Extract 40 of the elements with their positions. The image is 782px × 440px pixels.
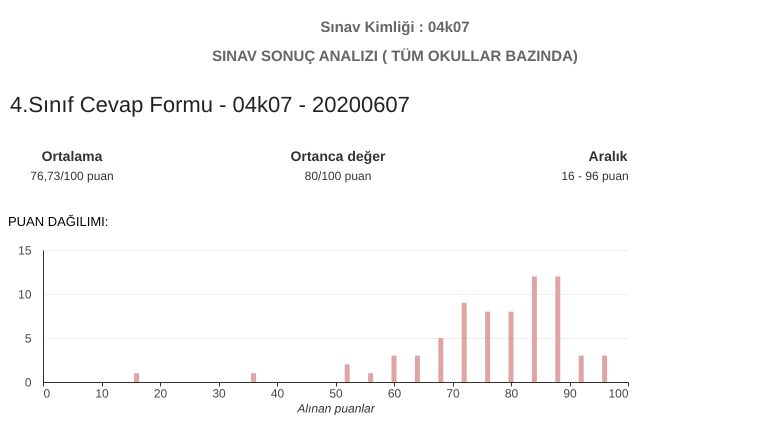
- text: Ortanca değer: [290, 148, 386, 164]
- y-tick-label: 15: [18, 244, 32, 258]
- x-tick-label: 80: [504, 386, 518, 400]
- bar: [368, 373, 374, 382]
- text: 76,73/100 puan: [30, 169, 114, 183]
- bar: [344, 364, 350, 382]
- bar: [508, 312, 514, 382]
- x-tick-label: 40: [270, 386, 284, 400]
- bar: [251, 373, 256, 382]
- bar: [438, 338, 444, 382]
- x-tick-label: 0: [44, 386, 50, 400]
- x-tick-label: 100: [608, 386, 629, 400]
- text: Aralık: [588, 148, 628, 164]
- bar: [134, 373, 140, 382]
- x-tick-label: 10: [95, 386, 109, 400]
- bar: [555, 276, 560, 382]
- y-tick-label: 5: [24, 332, 32, 346]
- x-tick-label: 20: [154, 386, 168, 400]
- bar: [414, 356, 420, 382]
- bar: [392, 356, 396, 382]
- x-tick-label: 90: [563, 386, 577, 400]
- text: PUAN DAĞILIMI:: [8, 214, 108, 229]
- bar: [602, 356, 608, 382]
- bar: [462, 302, 467, 382]
- text: 16 - 96 puan: [561, 169, 629, 183]
- x-tick-label: 50: [329, 386, 343, 400]
- x-tick-label: 60: [388, 386, 402, 400]
- bar: [532, 276, 537, 382]
- text: 80/100 puan: [304, 169, 372, 183]
- chart-subtitle: SINAV SONUÇ ANALIZI ( TÜM OKULLAR BAZINDA): [212, 48, 578, 65]
- x-axis-title: Alınan puanlar: [296, 402, 376, 416]
- bar: [578, 356, 584, 382]
- text: 4.Sınıf Cevap Formu - 04k07 - 20200607: [10, 92, 410, 117]
- chart-title: Sınav Kimliği : 04k07: [320, 19, 470, 36]
- y-tick-label: 10: [18, 288, 32, 302]
- x-tick-label: 70: [446, 386, 460, 400]
- x-tick-label: 30: [212, 386, 226, 400]
- bar: [485, 312, 490, 382]
- text: Ortalama: [42, 148, 103, 164]
- y-tick-label: 0: [24, 376, 32, 390]
